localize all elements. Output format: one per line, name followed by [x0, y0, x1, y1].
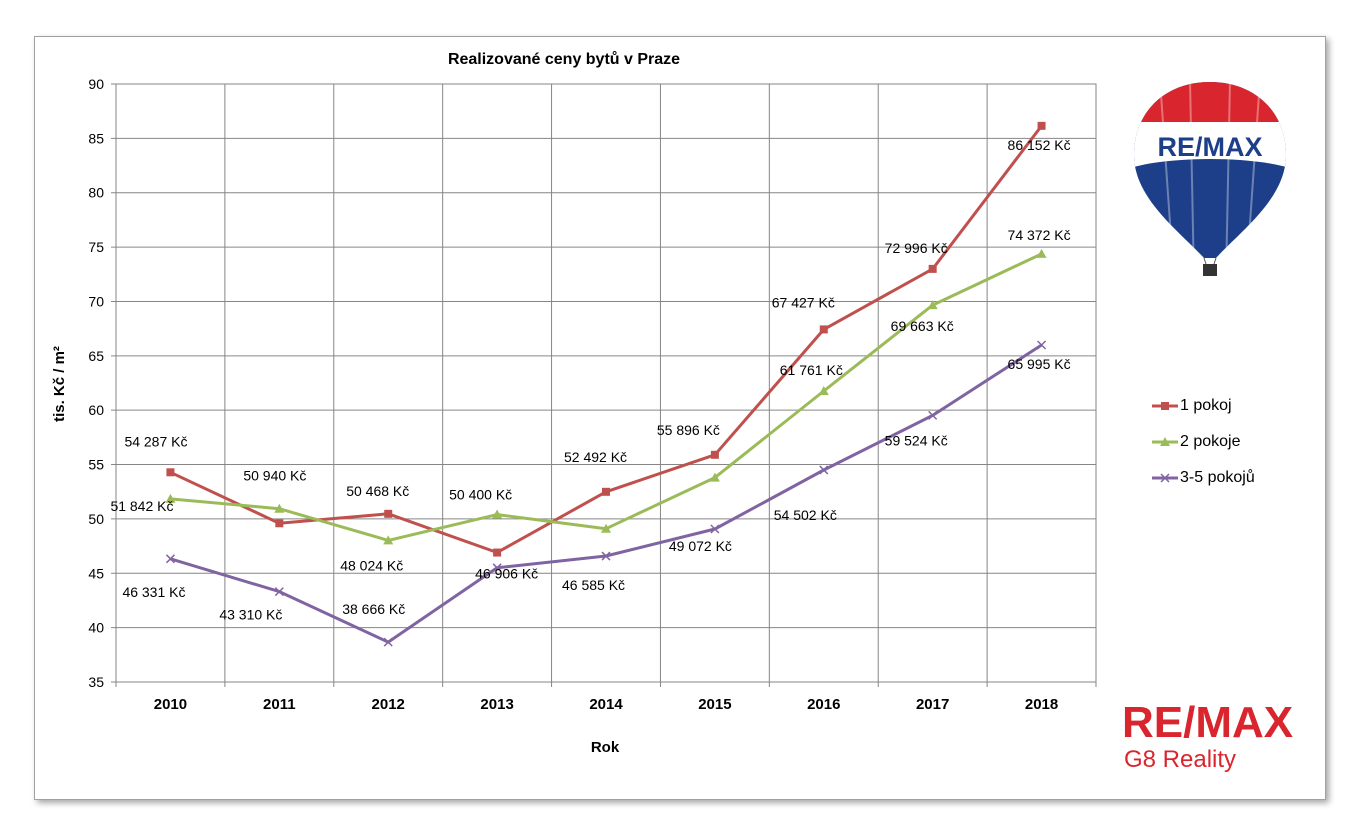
- legend-label-3-5-pokoju: 3-5 pokojů: [1180, 469, 1255, 486]
- y-tick-label: 60: [88, 402, 104, 418]
- data-point: [165, 554, 175, 564]
- y-tick-label: 35: [88, 674, 104, 690]
- data-point: [274, 587, 284, 597]
- x-tick-label: 2012: [372, 696, 405, 713]
- y-tick-label: 40: [88, 620, 104, 636]
- data-point: [492, 509, 503, 519]
- legend-swatch-1-pokoj: [1152, 402, 1178, 410]
- data-label: 52 492 Kč: [564, 449, 627, 465]
- data-point: [601, 523, 611, 533]
- data-point: [383, 535, 394, 545]
- data-label: 50 400 Kč: [449, 487, 512, 503]
- data-point: [1037, 121, 1046, 130]
- chart-title: Realizované ceny bytů v Praze: [448, 51, 680, 68]
- data-point: [819, 325, 828, 334]
- data-point: [818, 386, 829, 396]
- data-label: 49 072 Kč: [669, 538, 732, 554]
- data-label: 65 995 Kč: [1008, 356, 1071, 372]
- x-tick-label: 2010: [154, 696, 187, 713]
- data-point: [927, 300, 938, 310]
- data-point: [601, 551, 611, 561]
- legend-label-1-pokoj: 1 pokoj: [1180, 397, 1232, 414]
- data-point: [1037, 340, 1047, 350]
- legend-swatch-3-5-pokoju: [1152, 473, 1178, 483]
- legend-item: 2 pokoje: [1152, 424, 1255, 460]
- data-label: 69 663 Kč: [891, 318, 954, 334]
- data-label: 51 842 Kč: [110, 498, 173, 514]
- data-point: [493, 548, 502, 557]
- legend-label-2-pokoje: 2 pokoje: [1180, 433, 1241, 450]
- data-label: 74 372 Kč: [1008, 227, 1071, 243]
- data-point: [819, 465, 829, 475]
- x-tick-label: 2015: [698, 696, 731, 713]
- data-label: 50 468 Kč: [346, 483, 409, 499]
- data-point: [709, 472, 720, 482]
- data-point: [274, 503, 285, 513]
- y-axis-label: tis. Kč / m²: [51, 346, 68, 422]
- data-label: 61 761 Kč: [780, 362, 843, 378]
- data-point: [383, 637, 393, 647]
- x-tick-label: 2018: [1025, 696, 1058, 713]
- data-label: 67 427 Kč: [772, 294, 835, 310]
- y-tick-label: 50: [88, 511, 104, 527]
- remax-brand: RE/MAX G8 Reality: [1122, 700, 1312, 790]
- brand-logo-text: RE/MAX: [1122, 698, 1294, 747]
- data-label: 59 524 Kč: [885, 432, 948, 448]
- data-label: 86 152 Kč: [1008, 137, 1071, 153]
- legend-item: 3-5 pokojů: [1152, 460, 1255, 496]
- data-point: [492, 563, 502, 573]
- y-tick-label: 85: [88, 130, 104, 146]
- data-label: 50 940 Kč: [243, 468, 306, 484]
- x-tick-label: 2014: [589, 696, 623, 713]
- x-tick-label: 2016: [807, 696, 840, 713]
- y-tick-label: 70: [88, 293, 104, 309]
- y-tick-label: 80: [88, 185, 104, 201]
- data-point: [165, 493, 176, 503]
- y-tick-label: 75: [88, 239, 104, 255]
- data-label: 48 024 Kč: [340, 557, 403, 573]
- data-point: [166, 468, 175, 477]
- y-tick-label: 55: [88, 457, 104, 473]
- plot-area: [115, 83, 1097, 683]
- data-label: 46 906 Kč: [475, 566, 538, 582]
- y-tick-label: 65: [88, 348, 104, 364]
- data-point: [710, 524, 720, 534]
- y-tick-label: 45: [88, 565, 104, 581]
- x-axis-label: Rok: [591, 739, 620, 756]
- data-label: 55 896 Kč: [657, 422, 720, 438]
- data-label: 38 666 Kč: [342, 601, 405, 617]
- legend: 1 pokoj 2 pokoje 3-5 pokojů: [1152, 388, 1255, 496]
- data-point: [928, 264, 937, 273]
- x-tick-label: 2011: [263, 696, 296, 713]
- data-label: 72 996 Kč: [885, 240, 948, 256]
- x-tick-label: 2013: [480, 696, 513, 713]
- legend-swatch-2-pokoje: [1152, 437, 1178, 446]
- data-point: [602, 487, 610, 496]
- legend-item: 1 pokoj: [1152, 388, 1255, 424]
- data-label: 43 310 Kč: [219, 607, 282, 623]
- remax-balloon-logo: RE/MAX: [1134, 82, 1286, 276]
- data-label: 46 331 Kč: [122, 584, 185, 600]
- x-tick-label: 2017: [916, 696, 949, 713]
- data-point: [710, 450, 719, 459]
- data-label: 54 502 Kč: [774, 507, 837, 523]
- data-point: [1036, 248, 1047, 258]
- data-point: [275, 519, 284, 528]
- y-tick-label: 90: [88, 76, 104, 92]
- data-point: [384, 509, 393, 518]
- data-label: 54 287 Kč: [124, 433, 187, 449]
- data-point: [928, 410, 938, 420]
- data-label: 46 585 Kč: [562, 577, 625, 593]
- balloon-text: RE/MAX: [1157, 132, 1262, 162]
- brand-subtitle: G8 Reality: [1124, 746, 1237, 773]
